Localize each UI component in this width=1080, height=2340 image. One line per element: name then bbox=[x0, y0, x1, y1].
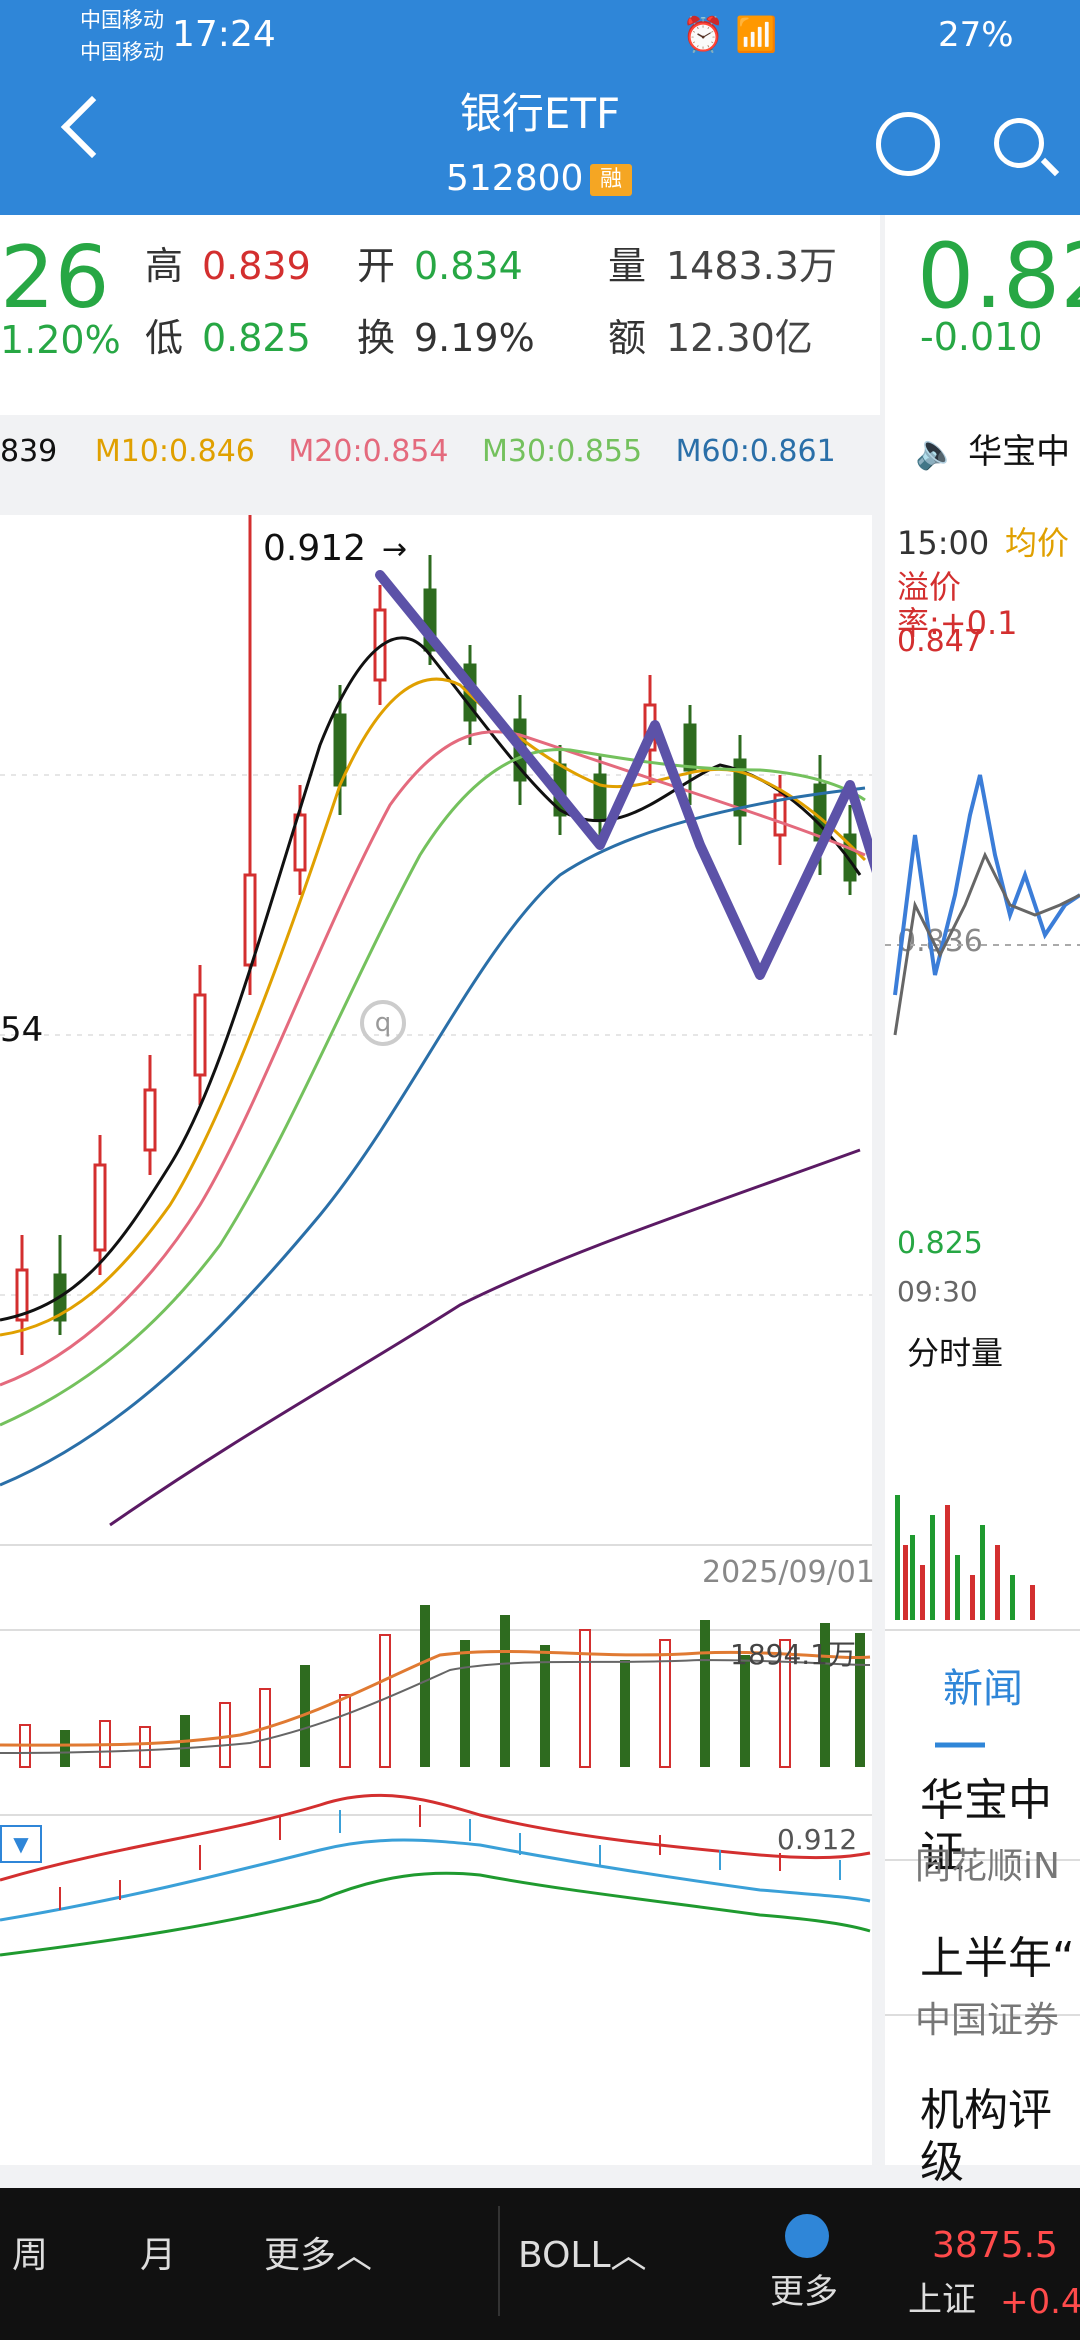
last-price: 26 bbox=[0, 228, 110, 328]
right-panel: 0.82 -0.010 🔈 华宝中 15:00 均价 溢价率:+0.1 0.84… bbox=[885, 215, 1080, 2188]
indicator-dropdown[interactable]: ▼ bbox=[0, 1825, 42, 1863]
intraday-volume-label: 分时量 bbox=[907, 1334, 1004, 1372]
status-icons: ⏰ 📶 bbox=[682, 15, 778, 55]
avg-label: 均价 bbox=[1005, 524, 1070, 562]
right-time: 15:00 bbox=[897, 524, 990, 562]
chevron-up-icon: ︿ bbox=[336, 2235, 373, 2276]
index-change: +0.4 bbox=[1000, 2282, 1080, 2322]
open-value: 0.834 bbox=[414, 244, 523, 288]
page-title: 银行ETF bbox=[459, 89, 621, 138]
message-button[interactable] bbox=[876, 112, 940, 176]
premium-rate: 溢价率:+0.1 bbox=[897, 568, 1018, 642]
high-arrow-icon: → bbox=[382, 532, 408, 567]
kline-chart[interactable]: 0.912 → 54 q 2025/09/01 1894.1万 0.912 ▼ bbox=[0, 515, 920, 2165]
period-week[interactable]: 周 bbox=[12, 2235, 49, 2276]
high-value: 0.839 bbox=[202, 244, 311, 288]
news-source: 同花顺iN bbox=[915, 1846, 1060, 1887]
carrier-label: 中国移动 bbox=[80, 8, 164, 32]
news-title[interactable]: 华宝中证 bbox=[920, 1775, 1052, 1878]
chevron-up-icon: ︿ bbox=[610, 2235, 647, 2276]
more-periods-button[interactable]: 更多︿ bbox=[264, 2235, 373, 2276]
carrier-label: 中国移动 bbox=[80, 40, 164, 64]
news-title[interactable]: 上半年“ bbox=[920, 1933, 1075, 1984]
ma5-legend: 839 bbox=[0, 434, 58, 469]
turnover-value: 9.19% bbox=[414, 316, 535, 360]
open-label: 开 bbox=[357, 244, 396, 288]
more-icon[interactable] bbox=[785, 2214, 829, 2258]
news-tab[interactable]: 新闻 bbox=[943, 1666, 1023, 1712]
kline-svg bbox=[0, 515, 920, 1957]
index-name: 上证 bbox=[908, 2280, 976, 2320]
change-percent: 1.20% bbox=[0, 318, 121, 362]
top-bar: 中国移动 中国移动 17:24 ⏰ 📶 27% 银行ETF 512800 融 bbox=[0, 0, 1080, 215]
speaker-icon: 🔈 bbox=[915, 432, 958, 472]
intraday-low: 0.825 bbox=[897, 1226, 983, 1261]
amount-value: 12.30亿 bbox=[666, 316, 813, 360]
status-time: 17:24 bbox=[172, 14, 276, 55]
back-icon[interactable] bbox=[60, 95, 124, 159]
low-value: 0.825 bbox=[202, 316, 311, 360]
battery-level: 27% bbox=[938, 15, 1014, 55]
intraday-svg bbox=[885, 774, 1080, 2016]
high-marker: 0.912 bbox=[263, 528, 367, 569]
chart-date: 2025/09/01 bbox=[702, 1555, 875, 1590]
volume-max: 1894.1万 bbox=[730, 1638, 856, 1671]
turnover-label: 换 bbox=[357, 316, 396, 360]
high-label: 高 bbox=[145, 244, 184, 288]
index-value[interactable]: 3875.5 bbox=[932, 2225, 1058, 2266]
margin-badge: 融 bbox=[590, 164, 632, 196]
ma10-legend: M10:0.846 bbox=[94, 434, 255, 469]
news-title[interactable]: 机构评级 bbox=[920, 2085, 1052, 2188]
search-icon-handle bbox=[1040, 157, 1060, 177]
divider bbox=[498, 2206, 500, 2316]
ma20-legend: M20:0.854 bbox=[288, 434, 449, 469]
bottom-bar: 周 月 更多︿ BOLL︿ 更多 3875.5 上证 +0.4 bbox=[0, 2188, 1080, 2340]
intraday-start: 09:30 bbox=[897, 1275, 978, 1308]
quote-panel bbox=[0, 215, 880, 415]
search-icon[interactable] bbox=[994, 118, 1044, 168]
volume-label: 量 bbox=[608, 244, 647, 288]
low-label: 低 bbox=[145, 316, 184, 360]
period-month[interactable]: 月 bbox=[140, 2235, 177, 2276]
security-code: 512800 bbox=[446, 158, 584, 199]
volume-value: 1483.3万 bbox=[666, 244, 837, 288]
play-icon[interactable]: q bbox=[360, 1000, 406, 1046]
more-button[interactable]: 更多 bbox=[770, 2272, 838, 2312]
indicator-button[interactable]: BOLL︿ bbox=[518, 2235, 647, 2276]
amount-label: 额 bbox=[608, 316, 647, 360]
ma30-legend: M30:0.855 bbox=[482, 434, 643, 469]
ma60-legend: M60:0.861 bbox=[675, 434, 836, 469]
right-change: -0.010 bbox=[920, 315, 1043, 359]
right-speaker: 🔈 华宝中 bbox=[915, 432, 1071, 472]
boll-top: 0.912 bbox=[777, 1823, 858, 1856]
intraday-high: 0.847 bbox=[897, 624, 983, 659]
right-price: 0.82 bbox=[917, 224, 1080, 329]
ma-legend: 839 M10:0.846 M20:0.854 M30:0.855 M60:0.… bbox=[0, 430, 880, 474]
news-source: 中国证券 bbox=[915, 2000, 1060, 2041]
left-partial-label: 54 bbox=[0, 1010, 44, 1050]
